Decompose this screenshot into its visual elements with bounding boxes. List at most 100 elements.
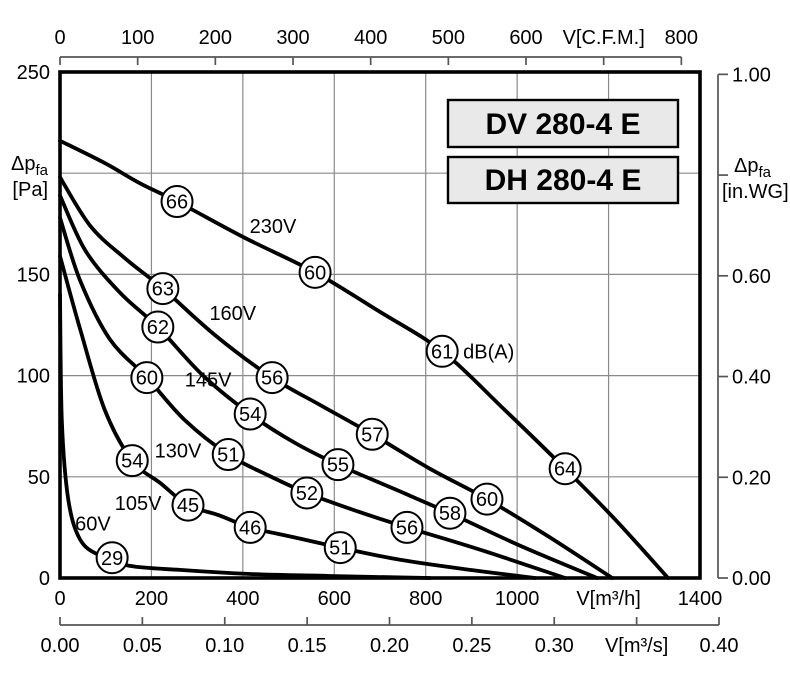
db-marker-value: 51 — [329, 538, 351, 560]
db-marker-circle — [160, 185, 194, 219]
right-axis-label: 0.20 — [732, 467, 771, 489]
voltage-label-160V: 160V — [209, 303, 256, 325]
db-marker-circle — [390, 510, 424, 544]
left-axis-label: 250 — [17, 62, 50, 84]
title-box-dh — [446, 155, 680, 205]
bottom-axis-label: 1000 — [495, 588, 540, 610]
db-marker-value: 56 — [261, 368, 283, 390]
db-unit-label: dB(A) — [463, 341, 514, 363]
top-axis-label: 0 — [54, 27, 65, 49]
top-axis-label: 200 — [199, 27, 232, 49]
db-marker-value: 62 — [147, 317, 169, 339]
voltage-label-105V: 105V — [115, 493, 162, 515]
top-axis-label: 300 — [276, 27, 309, 49]
top-axis-label: V[C.F.M.] — [563, 27, 645, 49]
db-marker-value: 52 — [296, 483, 318, 505]
curve-105V — [58, 254, 537, 580]
bottom-axis-label: 1400 — [678, 588, 723, 610]
db-marker-value: 29 — [101, 548, 123, 570]
db-marker-value: 61 — [431, 341, 453, 363]
bottom-axis-label: 0 — [54, 588, 65, 610]
right-axis-label: 1.00 — [732, 64, 771, 86]
top-axis-label: 800 — [665, 27, 698, 49]
m3s-axis-label: 0.40 — [700, 635, 739, 657]
voltage-label-230V: 230V — [250, 216, 297, 238]
db-marker-circle — [470, 482, 504, 516]
bottom-axis-label: 800 — [409, 588, 442, 610]
top-axis-label: 100 — [121, 27, 154, 49]
db-marker-circle — [146, 272, 180, 306]
title-box-dv — [446, 98, 680, 149]
voltage-label-60V: 60V — [75, 513, 111, 535]
db-marker-circle — [321, 448, 355, 482]
db-marker-value: 66 — [166, 192, 188, 214]
db-marker-circle — [141, 310, 175, 344]
db-marker-value: 54 — [121, 451, 143, 473]
title-boxes: DV 280-4 E DH 280-4 E — [446, 98, 680, 205]
db-marker-value: 51 — [217, 445, 239, 467]
right-axis-title: Δpfa [in.WG] — [722, 155, 789, 203]
left-axis-symbol: Δpfa — [11, 153, 49, 179]
m3s-axis-label: 0.05 — [123, 635, 162, 657]
db-marker-circle — [425, 334, 459, 368]
m3s-axis-label: V[m³/s] — [605, 635, 668, 657]
db-marker-value: 58 — [439, 503, 461, 525]
bottom-axis-label: 200 — [135, 588, 168, 610]
voltage-label-130V: 130V — [155, 440, 202, 462]
m3s-axis-label: 0.00 — [41, 635, 80, 657]
m3s-axis-label: 0.10 — [205, 635, 244, 657]
db-marker-circle — [355, 417, 389, 451]
db-marker-circle — [298, 255, 332, 289]
db-marker-circle — [233, 510, 267, 544]
db-marker-circle — [255, 361, 289, 395]
left-axis-unit: [Pa] — [12, 179, 48, 201]
db-marker-circle — [171, 488, 205, 522]
db-marker-value: 55 — [327, 455, 349, 477]
db-marker-value: 60 — [304, 262, 326, 284]
curve-145V — [58, 193, 599, 580]
db-marker-value: 57 — [361, 424, 383, 446]
m3s-axis-label: 0.15 — [288, 635, 327, 657]
db-marker-value: 60 — [476, 489, 498, 511]
right-axis-label: 0.40 — [732, 367, 771, 389]
db-marker-circle — [211, 438, 245, 472]
db-marker-value: 63 — [152, 279, 174, 301]
top-axis-label: 500 — [432, 27, 465, 49]
bottom-axis-label: V[m³/h] — [576, 588, 640, 610]
m3s-axis-label: 0.30 — [535, 635, 574, 657]
top-axis-label: 400 — [354, 27, 387, 49]
bottom-axis-label: 600 — [318, 588, 351, 610]
bottom-axis-label: 400 — [226, 588, 259, 610]
db-marker-value: 54 — [239, 404, 261, 426]
left-axis-title: Δpfa [Pa] — [11, 153, 49, 201]
db-marker-circle — [323, 531, 357, 565]
db-marker-value: 45 — [177, 495, 199, 517]
db-marker-circle — [115, 444, 149, 478]
db-marker-circle — [433, 496, 467, 530]
left-axis-label: 50 — [28, 467, 50, 489]
db-marker-circle — [233, 397, 267, 431]
top-axis-label: 600 — [509, 27, 542, 49]
right-axis-label: 0.60 — [732, 266, 771, 288]
m3s-axis-label: 0.20 — [370, 635, 409, 657]
db-marker-value: 56 — [396, 517, 418, 539]
left-axis-label: 0 — [39, 568, 50, 590]
db-marker-value: 64 — [554, 459, 576, 481]
right-axis-symbol: Δpfa — [734, 155, 772, 181]
left-axis-label: 100 — [17, 366, 50, 388]
right-axis-unit: [in.WG] — [722, 181, 789, 203]
db-marker-circle — [130, 361, 164, 395]
db-marker-value: 60 — [136, 368, 158, 390]
curve-130V — [58, 215, 567, 580]
db-marker-circle — [548, 452, 582, 486]
title-dv: DV 280-4 E — [485, 108, 640, 141]
m3s-axis-label: 0.25 — [452, 635, 491, 657]
db-marker-circle — [290, 476, 324, 510]
db-marker-value: 46 — [239, 517, 261, 539]
left-axis-label: 150 — [17, 264, 50, 286]
voltage-label-145V: 145V — [185, 370, 232, 392]
